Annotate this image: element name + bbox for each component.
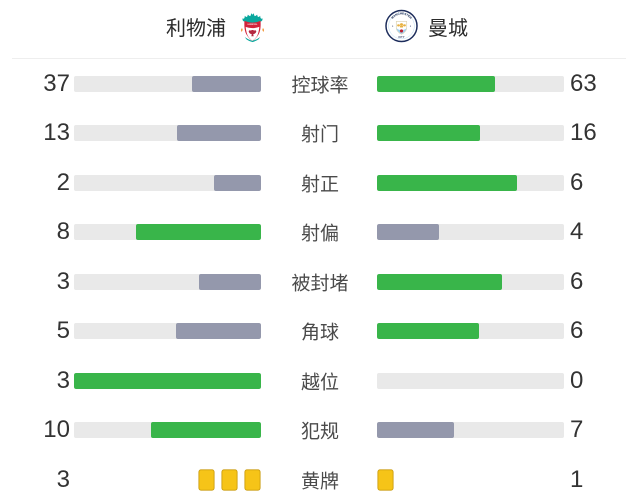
svg-text:CITY: CITY — [398, 36, 404, 39]
